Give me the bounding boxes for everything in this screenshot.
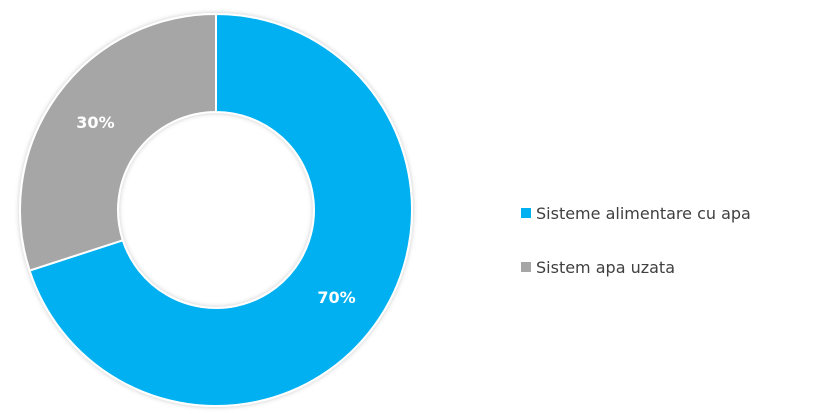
- slice-data-label-0: 70%: [317, 288, 355, 307]
- legend-swatch-1: [521, 262, 531, 272]
- slices-group: [19, 12, 413, 407]
- legend-swatch-0: [521, 208, 531, 218]
- chart-legend: Sisteme alimentare cu apa Sistem apa uza…: [521, 203, 751, 311]
- donut-slice-1: [19, 12, 217, 272]
- legend-label-1: Sistem apa uzata: [536, 257, 675, 277]
- data-labels-group: 70% 30%: [76, 113, 355, 307]
- legend-item-1: Sistem apa uzata: [521, 257, 751, 277]
- donut-slice-0: [28, 12, 413, 407]
- slice-data-label-1: 30%: [76, 113, 114, 132]
- legend-item-0: Sisteme alimentare cu apa: [521, 203, 751, 223]
- legend-label-0: Sisteme alimentare cu apa: [536, 203, 751, 223]
